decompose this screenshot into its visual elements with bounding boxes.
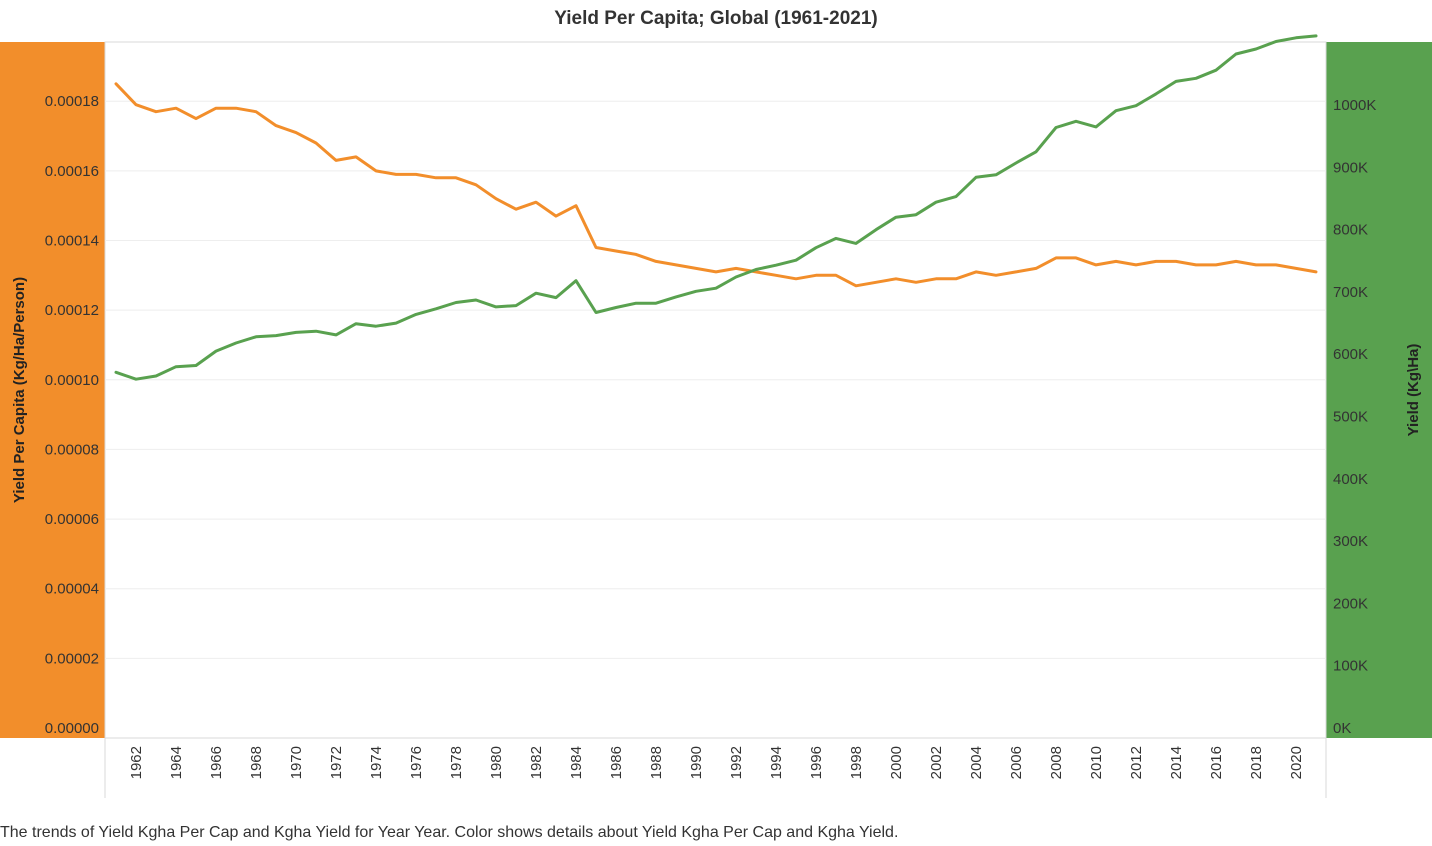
x-axis-tick-label: 1978 <box>448 746 465 779</box>
x-axis-tick-label: 1988 <box>648 746 665 779</box>
x-axis-tick-label: 2000 <box>888 746 905 779</box>
right-axis-tick-label: 400K <box>1333 471 1368 488</box>
plot-area <box>104 41 1327 739</box>
series-lines <box>114 34 1318 381</box>
x-axis-tick-label: 1980 <box>488 746 505 779</box>
right-axis-tick-label: 500K <box>1333 409 1368 426</box>
right-axis-tick-label: 1000K <box>1333 97 1376 114</box>
x-axis-tick-label: 2004 <box>968 746 985 779</box>
right-axis-tick-label: 900K <box>1333 159 1368 176</box>
x-axis-tick-label: 2018 <box>1248 746 1265 779</box>
chart-title: Yield Per Capita; Global (1961-2021) <box>554 8 878 29</box>
x-axis-tick-label: 1992 <box>728 746 745 779</box>
gridlines <box>105 100 1326 659</box>
right-axis-tick-label: 200K <box>1333 595 1368 612</box>
right-axis-band <box>1326 42 1432 738</box>
right-axis-tick-label: 700K <box>1333 284 1368 301</box>
x-axis-tick-label: 2006 <box>1008 746 1025 779</box>
right-axis-ticks: 0K 100K 200K 300K 400K 500K 600K 700K 800K 900K 10… <box>1333 97 1376 737</box>
left-axis-title: Yield Per Capita (Kg/Ha/Person) <box>11 277 28 503</box>
right-axis-tick-label: 300K <box>1333 533 1368 550</box>
x-axis-tick-label: 2016 <box>1208 746 1225 779</box>
x-axis-tick-label: 2020 <box>1288 746 1305 779</box>
x-axis-tick-label: 2012 <box>1128 746 1145 779</box>
x-axis-tick-label: 1990 <box>688 746 705 779</box>
x-axis-tick-label: 1962 <box>128 746 145 779</box>
right-axis-tick-label: 100K <box>1333 658 1368 675</box>
x-axis-ticks: 1962 1964 1966 1968 1970 1972 1974 1976 1978 1980… <box>128 746 1305 779</box>
x-axis-tick-label: 2014 <box>1168 746 1185 779</box>
x-axis-tick-label: 1986 <box>608 746 625 779</box>
left-axis-tick-label: 0.00016 <box>45 163 99 180</box>
x-axis-tick-label: 2010 <box>1088 746 1105 779</box>
left-axis-tick-label: 0.00004 <box>45 581 99 598</box>
x-axis-tick-label: 2008 <box>1048 746 1065 779</box>
x-axis-tick-label: 1982 <box>528 746 545 779</box>
x-axis-tick-label: 1972 <box>328 746 345 779</box>
left-axis-tick-label: 0.00006 <box>45 511 99 528</box>
right-axis-tick-label: 800K <box>1333 222 1368 239</box>
left-axis-tick-label: 0.00000 <box>45 720 99 737</box>
left-axis-tick-label: 0.00012 <box>45 302 99 319</box>
x-axis-tick-label: 1970 <box>288 746 305 779</box>
per-capita-series-line <box>114 82 1318 288</box>
left-axis-tick-label: 0.00018 <box>45 93 99 110</box>
x-axis-tick-label: 1968 <box>248 746 265 779</box>
x-axis-tick-label: 1966 <box>208 746 225 779</box>
left-axis-tick-label: 0.00014 <box>45 233 99 250</box>
x-axis-tick-label: 1976 <box>408 746 425 779</box>
right-axis-tick-label: 600K <box>1333 346 1368 363</box>
x-axis-tick-label: 1964 <box>168 746 185 779</box>
x-axis-tick-label: 1984 <box>568 746 585 779</box>
right-axis-tick-label: 0K <box>1333 720 1351 737</box>
x-axis-tick-label: 2002 <box>928 746 945 779</box>
x-axis-tick-label: 1974 <box>368 746 385 779</box>
yield-series-line <box>114 34 1318 381</box>
left-axis-ticks: 0.00000 0.00002 0.00004 0.00006 0.00008 0.000… <box>45 93 99 737</box>
left-axis-tick-label: 0.00010 <box>45 372 99 389</box>
left-axis-band <box>0 42 105 738</box>
right-axis-title: Yield (Kg\Ha) <box>1405 344 1422 437</box>
left-axis-tick-label: 0.00002 <box>45 650 99 667</box>
x-axis-tick-label: 1996 <box>808 746 825 779</box>
x-axis-tick-label: 1998 <box>848 746 865 779</box>
chart-caption: The trends of Yield Kgha Per Cap and Kgh… <box>0 824 899 841</box>
x-axis-tick-label: 1994 <box>768 746 785 779</box>
left-axis-tick-label: 0.00008 <box>45 441 99 458</box>
